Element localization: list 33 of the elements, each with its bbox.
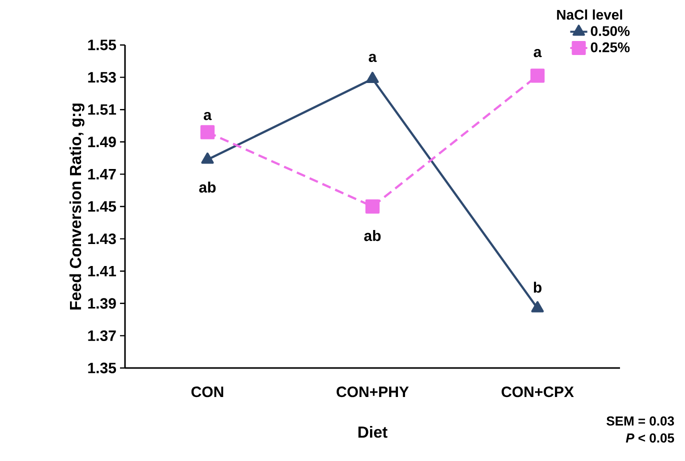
y-axis-title: Feed Conversion Ratio, g:g [69,104,84,310]
point [366,72,379,84]
annotation: a [204,112,212,120]
y-tick-label: 1.47 [88,169,116,180]
y-tick-label: 1.43 [88,233,116,244]
y-tick-label: 1.35 [88,362,116,374]
x-axis-title: Diet [358,426,388,438]
annotation: a [534,48,542,58]
y-tick-label: 1.39 [88,298,116,309]
y-tick-label: 1.37 [88,330,116,342]
legend-label: 0.50% [590,26,630,36]
point [531,301,544,312]
annotation: a [368,54,377,62]
point [530,68,545,83]
legend-title: NaCl level [557,9,622,20]
annotation: ab [199,182,216,193]
point [201,152,214,164]
y-tick-label: 1.51 [88,104,116,115]
x-tick-label: CON+CPX [502,386,574,398]
point [200,125,215,140]
y-tick-label: 1.53 [88,72,116,83]
point [365,199,380,214]
legend-label: 0.25% [590,42,630,52]
annotation: ab [364,230,381,242]
y-tick-label: 1.45 [88,201,116,212]
text: P < 0.05 [626,433,674,443]
y-tick-label: 1.49 [88,136,116,148]
y-tick-label: 1.41 [88,266,116,276]
text: SEM = 0.03 [606,416,674,426]
x-tick-label: CON [191,386,224,398]
x-tick-label: CON+PHY [336,386,409,398]
y-tick-label: 1.55 [88,40,116,50]
annotation: b [534,282,542,293]
